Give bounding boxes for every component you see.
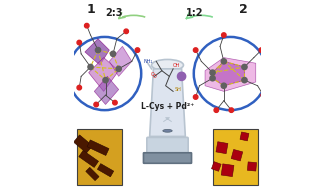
Polygon shape (205, 58, 256, 91)
Circle shape (77, 85, 81, 90)
FancyBboxPatch shape (211, 162, 221, 171)
Circle shape (111, 51, 116, 57)
Text: 1:2: 1:2 (186, 9, 203, 19)
Polygon shape (89, 58, 119, 91)
FancyBboxPatch shape (221, 164, 234, 177)
FancyBboxPatch shape (143, 153, 192, 163)
Circle shape (261, 93, 266, 97)
Text: 1: 1 (86, 2, 95, 15)
FancyBboxPatch shape (97, 164, 114, 177)
Circle shape (103, 77, 108, 83)
FancyBboxPatch shape (87, 140, 109, 156)
Circle shape (77, 40, 81, 45)
Circle shape (210, 76, 215, 81)
Circle shape (95, 47, 100, 53)
Circle shape (68, 37, 141, 110)
Circle shape (221, 83, 226, 88)
Ellipse shape (163, 129, 172, 132)
Circle shape (259, 48, 264, 52)
Polygon shape (109, 46, 132, 76)
Text: L-Cys + Pd²⁺: L-Cys + Pd²⁺ (141, 102, 194, 111)
Circle shape (124, 29, 128, 34)
Circle shape (242, 77, 247, 83)
Text: 2: 2 (239, 2, 248, 15)
Circle shape (242, 64, 247, 70)
Circle shape (193, 95, 198, 99)
Circle shape (221, 33, 226, 37)
FancyBboxPatch shape (216, 142, 228, 154)
FancyBboxPatch shape (73, 135, 92, 153)
Circle shape (135, 48, 140, 52)
Circle shape (210, 70, 215, 75)
Polygon shape (150, 69, 185, 136)
Polygon shape (212, 61, 245, 86)
Circle shape (194, 37, 267, 110)
FancyBboxPatch shape (79, 150, 98, 167)
Text: OH: OH (173, 63, 181, 68)
Circle shape (116, 66, 121, 71)
Circle shape (221, 59, 226, 64)
Circle shape (84, 23, 89, 28)
FancyBboxPatch shape (147, 137, 188, 154)
Text: 2:3: 2:3 (105, 9, 123, 19)
FancyBboxPatch shape (248, 162, 257, 171)
Circle shape (214, 108, 218, 112)
FancyBboxPatch shape (86, 167, 99, 181)
FancyBboxPatch shape (77, 129, 123, 185)
Text: O: O (152, 74, 156, 79)
Polygon shape (94, 76, 119, 105)
Polygon shape (85, 39, 109, 65)
Circle shape (94, 102, 98, 107)
Text: NH₂: NH₂ (143, 59, 152, 64)
FancyBboxPatch shape (212, 129, 258, 185)
FancyBboxPatch shape (240, 132, 249, 141)
Circle shape (193, 48, 198, 52)
Circle shape (113, 100, 117, 105)
FancyBboxPatch shape (231, 149, 243, 161)
Circle shape (229, 108, 233, 112)
Text: SH: SH (175, 87, 181, 92)
Text: O: O (151, 72, 154, 77)
Circle shape (178, 72, 186, 81)
Ellipse shape (151, 60, 184, 71)
Circle shape (88, 64, 93, 70)
